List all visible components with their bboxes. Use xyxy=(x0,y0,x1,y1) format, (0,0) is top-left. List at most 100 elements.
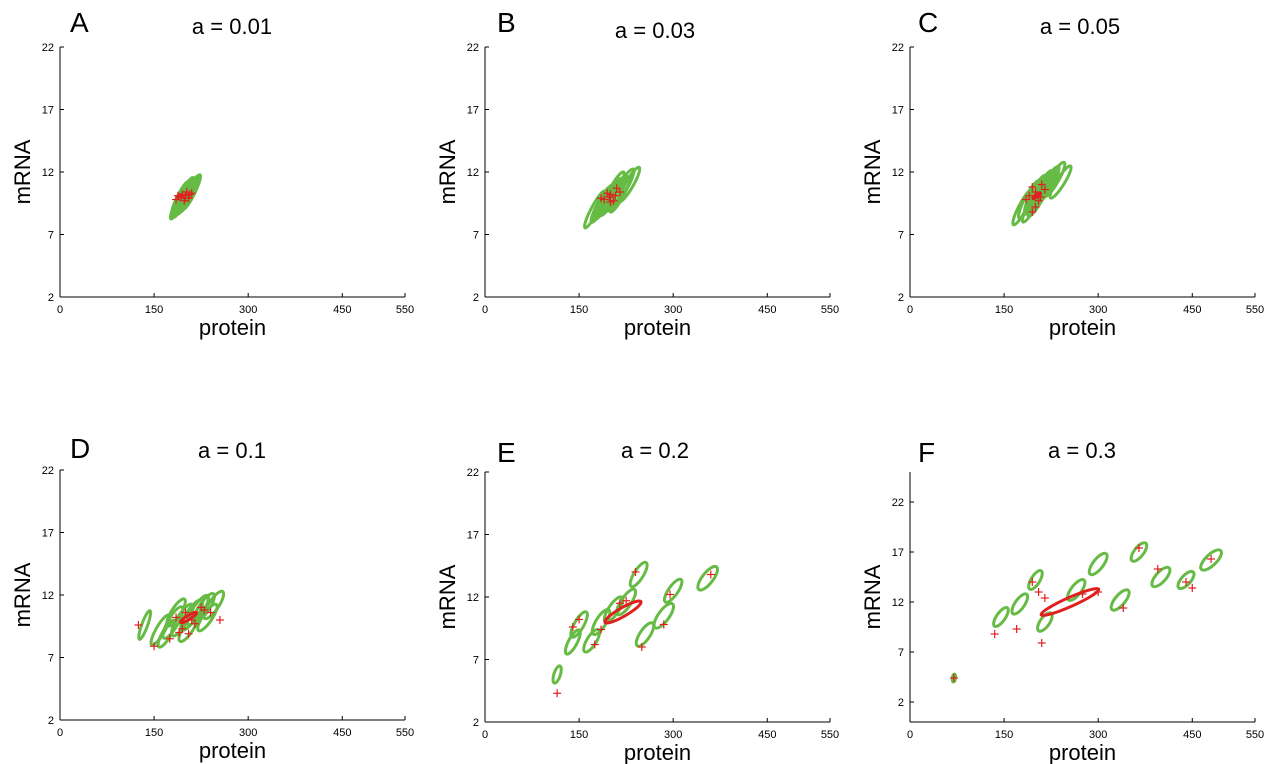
y-tick-label: 17 xyxy=(42,528,54,540)
covariance-ellipse xyxy=(196,602,219,633)
y-axis-label: mRNA xyxy=(10,562,35,627)
panel-letter: F xyxy=(918,437,935,468)
data-point-marker xyxy=(659,620,668,629)
x-tick-label: 300 xyxy=(664,729,682,741)
x-axis-label: protein xyxy=(1049,315,1116,340)
x-tick-label: 300 xyxy=(664,304,682,316)
data-point-marker xyxy=(666,590,675,599)
panel-title: a = 0.01 xyxy=(192,14,272,39)
data-point-marker xyxy=(200,606,209,614)
data-point-marker xyxy=(631,568,640,576)
x-tick-label: 150 xyxy=(145,304,163,316)
data-point-marker xyxy=(637,643,646,651)
mean-covariance-ellipse xyxy=(179,610,199,625)
covariance-ellipse xyxy=(589,185,613,224)
panel-letter: A xyxy=(70,7,89,38)
x-tick-label: 0 xyxy=(907,729,913,741)
x-axis-label: protein xyxy=(624,315,691,340)
x-tick-label: 0 xyxy=(482,304,488,316)
x-tick-label: 300 xyxy=(239,727,257,739)
covariance-ellipse xyxy=(1087,551,1109,577)
y-tick-label: 17 xyxy=(467,530,479,542)
x-tick-label: 450 xyxy=(1183,729,1201,741)
data-point-marker xyxy=(1028,183,1037,191)
covariance-ellipse xyxy=(696,564,720,592)
covariance-ellipse xyxy=(662,577,684,604)
x-tick-label: 300 xyxy=(239,304,257,316)
covariance-ellipse xyxy=(652,601,675,630)
y-tick-label: 17 xyxy=(892,105,904,117)
data-point-marker xyxy=(990,630,999,638)
covariance-ellipse xyxy=(1129,541,1149,563)
data-point-marker xyxy=(575,615,584,624)
y-tick-label: 12 xyxy=(892,597,904,609)
data-point-marker xyxy=(606,198,615,206)
plot-area xyxy=(949,541,1224,684)
x-tick-label: 550 xyxy=(821,304,839,316)
plot-area xyxy=(134,589,226,651)
covariance-ellipse xyxy=(1199,548,1224,572)
covariance-ellipse xyxy=(1048,164,1073,200)
y-tick-label: 7 xyxy=(473,230,479,242)
data-point-marker xyxy=(1025,191,1034,200)
panel-letter: B xyxy=(497,7,516,38)
y-axis-label: mRNA xyxy=(435,564,460,629)
panel-title: a = 0.05 xyxy=(1040,14,1120,39)
data-point-marker xyxy=(150,642,159,651)
x-tick-label: 150 xyxy=(570,729,588,741)
covariance-ellipse xyxy=(1010,592,1030,616)
data-point-marker xyxy=(597,625,606,634)
data-point-marker xyxy=(1028,208,1037,216)
data-point-marker xyxy=(184,629,193,638)
y-tick-label: 7 xyxy=(898,230,904,242)
covariance-ellipse xyxy=(569,610,589,639)
y-tick-label: 17 xyxy=(42,105,54,117)
data-point-marker xyxy=(215,616,224,624)
data-point-marker xyxy=(172,195,181,204)
y-tick-label: 2 xyxy=(473,717,479,729)
panel-letter: C xyxy=(918,7,938,38)
covariance-ellipse xyxy=(1109,588,1131,612)
y-tick-label: 22 xyxy=(892,497,904,509)
y-tick-label: 12 xyxy=(892,167,904,179)
data-point-marker xyxy=(949,674,958,682)
data-point-marker xyxy=(181,608,190,617)
x-tick-label: 0 xyxy=(57,304,63,316)
covariance-ellipse xyxy=(992,606,1010,628)
plot-area xyxy=(1011,160,1073,227)
y-tick-label: 12 xyxy=(42,167,54,179)
y-tick-label: 12 xyxy=(42,590,54,602)
x-tick-label: 300 xyxy=(1089,304,1107,316)
data-point-marker xyxy=(605,193,614,201)
data-point-marker xyxy=(568,623,577,631)
mean-covariance-ellipse xyxy=(603,599,643,625)
covariance-ellipse xyxy=(551,664,563,685)
plot-area xyxy=(583,165,642,230)
panel-title: a = 0.2 xyxy=(621,438,689,463)
x-tick-label: 150 xyxy=(995,729,1013,741)
x-tick-label: 550 xyxy=(396,727,414,739)
panel-title: a = 0.1 xyxy=(198,438,266,463)
panel-letter: E xyxy=(497,437,516,468)
x-tick-label: 0 xyxy=(482,729,488,741)
x-tick-label: 550 xyxy=(396,304,414,316)
data-point-marker xyxy=(1037,639,1046,647)
covariance-ellipse xyxy=(137,609,153,641)
plot-area xyxy=(168,173,203,221)
y-tick-label: 7 xyxy=(48,230,54,242)
y-tick-label: 22 xyxy=(42,465,54,477)
y-tick-label: 2 xyxy=(898,697,904,709)
data-point-marker xyxy=(611,191,620,200)
panel-title: a = 0.3 xyxy=(1048,438,1116,463)
y-tick-label: 12 xyxy=(467,592,479,604)
x-tick-label: 450 xyxy=(758,729,776,741)
covariance-ellipse xyxy=(1027,569,1044,591)
data-point-marker xyxy=(1040,594,1049,602)
x-tick-label: 450 xyxy=(333,727,351,739)
data-point-marker xyxy=(1028,578,1037,586)
